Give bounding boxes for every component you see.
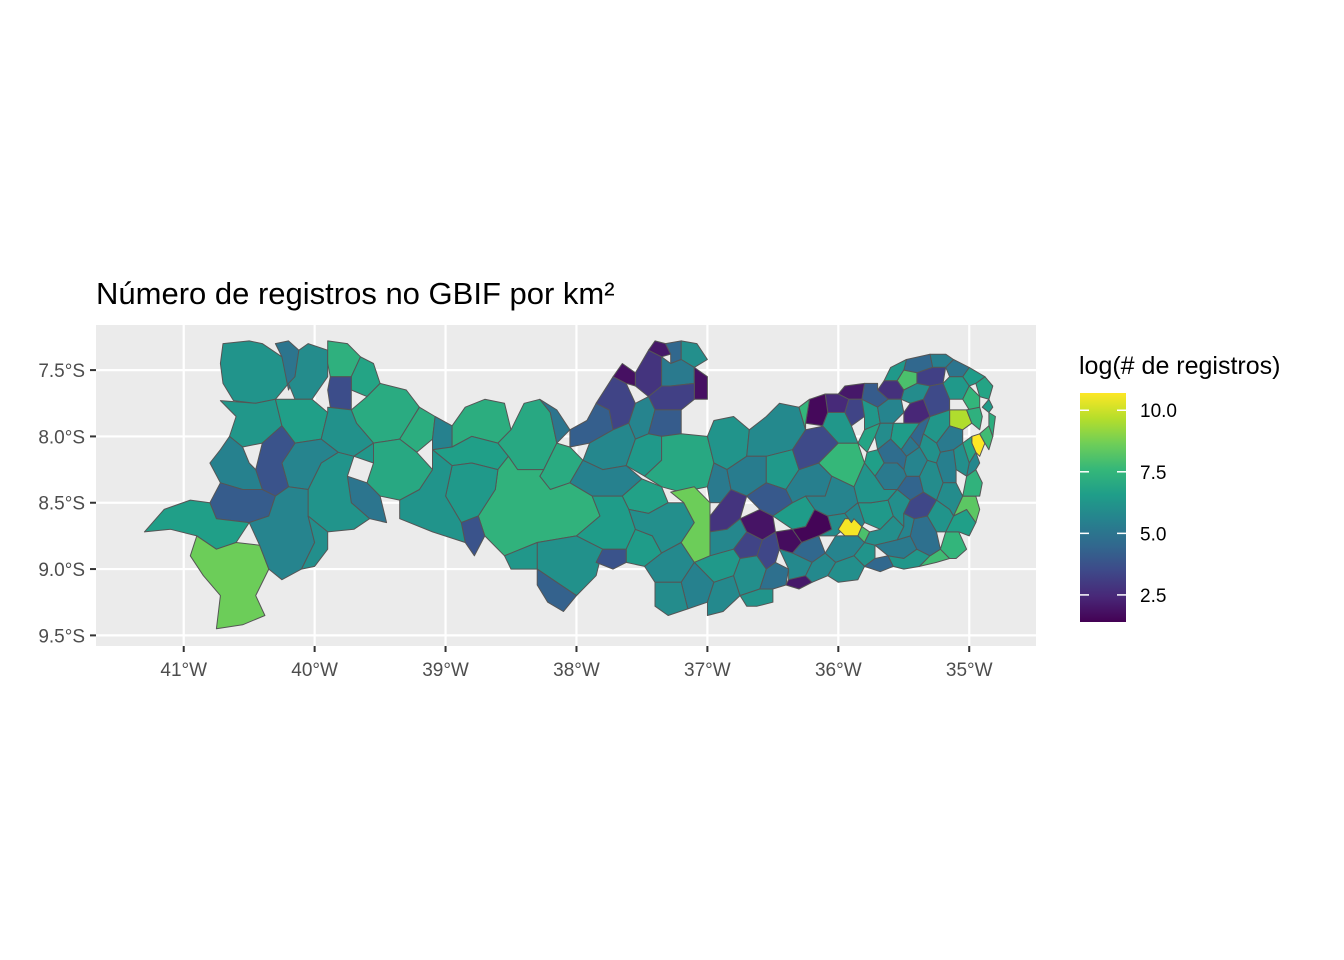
municipality-region bbox=[853, 462, 898, 504]
legend-tick-label: 10.0 bbox=[1140, 401, 1177, 422]
x-tick-label: 40°W bbox=[291, 660, 338, 681]
legend-ticks: 2.5 5.0 7.5 10.0 bbox=[1080, 401, 1177, 607]
municipality-region bbox=[654, 581, 689, 616]
municipality-polygons bbox=[143, 340, 996, 630]
municipality-region bbox=[798, 398, 810, 431]
y-tick-label: 8.5°S bbox=[38, 494, 85, 515]
legend-tick-label: 7.5 bbox=[1140, 463, 1166, 484]
legend-title: log(# de registros) bbox=[1079, 352, 1280, 380]
municipality-region bbox=[785, 575, 813, 590]
municipality-region bbox=[896, 512, 915, 541]
municipality-region bbox=[966, 406, 983, 431]
municipality-region bbox=[353, 442, 374, 464]
y-tick-label: 9.0°S bbox=[38, 560, 85, 581]
municipality-region bbox=[327, 376, 352, 411]
municipality-region bbox=[857, 422, 881, 453]
municipality-region bbox=[864, 555, 894, 573]
y-tick-label: 8.0°S bbox=[38, 427, 85, 448]
municipality-region bbox=[981, 398, 994, 413]
municipality-region bbox=[399, 406, 436, 453]
municipality-region bbox=[504, 542, 538, 570]
municipality-region bbox=[988, 412, 996, 437]
x-tick-label: 36°W bbox=[815, 660, 862, 681]
municipality-region bbox=[680, 340, 708, 368]
municipality-region bbox=[739, 588, 774, 607]
municipality-region bbox=[844, 502, 865, 528]
y-tick-label: 9.5°S bbox=[38, 626, 85, 647]
municipality-region bbox=[595, 548, 627, 570]
municipality-region bbox=[844, 398, 865, 427]
x-tick-label: 39°W bbox=[422, 660, 469, 681]
municipality-region bbox=[822, 412, 859, 444]
municipality-region bbox=[979, 425, 994, 451]
municipality-region bbox=[189, 535, 270, 630]
y-tick-label: 7.5°S bbox=[38, 361, 85, 382]
x-tick-label: 37°W bbox=[684, 660, 731, 681]
x-tick-label: 38°W bbox=[553, 660, 600, 681]
municipality-region bbox=[539, 398, 571, 444]
map-title: Número de registros no GBIF por km² bbox=[96, 276, 615, 311]
x-tick-label: 41°W bbox=[160, 660, 207, 681]
municipality-region bbox=[301, 515, 329, 570]
legend-tick-label: 5.0 bbox=[1140, 524, 1166, 545]
x-tick-label: 35°W bbox=[946, 660, 993, 681]
legend-colorbar bbox=[1080, 393, 1126, 622]
municipality-region bbox=[680, 561, 715, 610]
municipality-region bbox=[827, 555, 865, 583]
legend-tick-label: 2.5 bbox=[1140, 586, 1166, 607]
latitude-axis: 7.5°S 8.0°S 8.5°S 9.0°S 9.5°S bbox=[38, 361, 96, 647]
municipality-region bbox=[648, 409, 682, 437]
municipality-region bbox=[962, 385, 981, 411]
longitude-axis: 41°W 40°W 39°W 38°W 37°W 36°W 35°W bbox=[160, 646, 993, 681]
color-legend: log(# de registros) 2.5 5.0 7.5 10.0 bbox=[1079, 352, 1280, 622]
